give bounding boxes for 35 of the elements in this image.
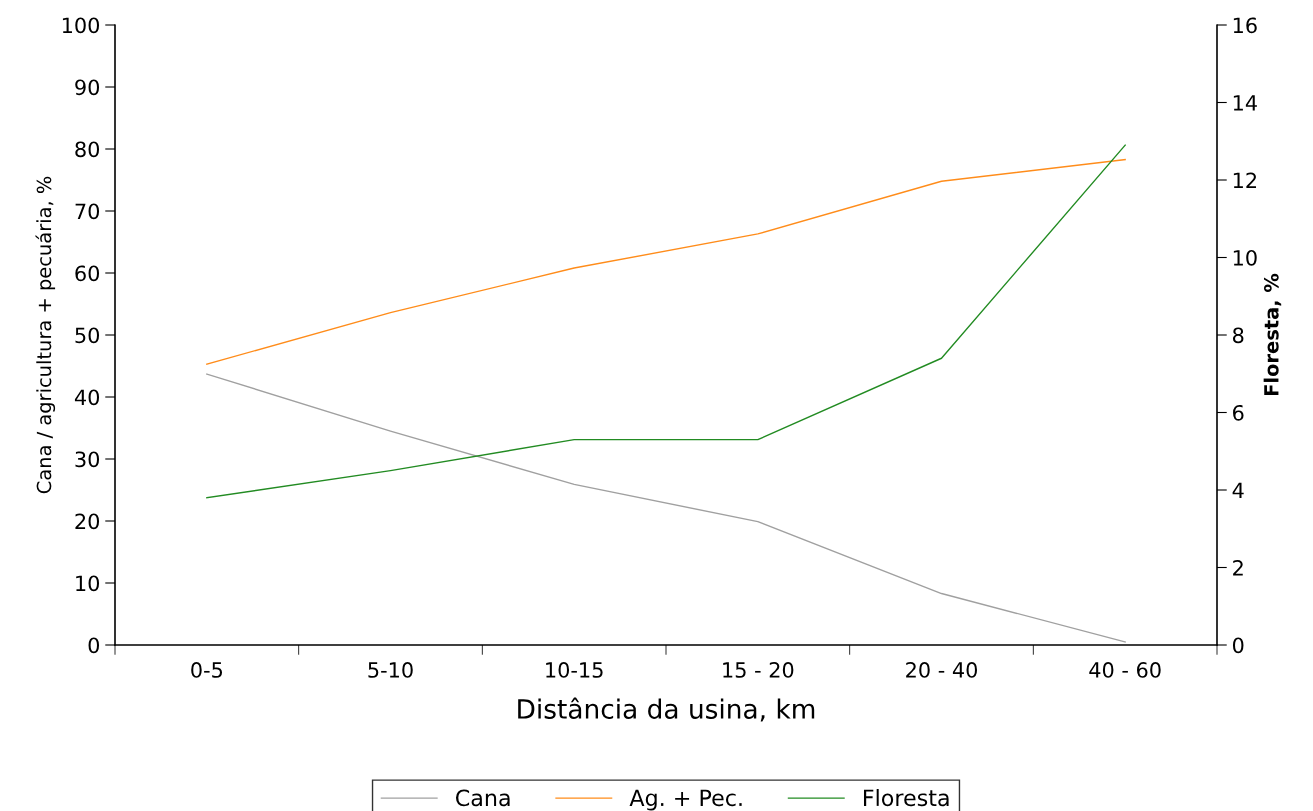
legend-label: Floresta [863, 789, 949, 807]
y-tick-label: 80 [75, 141, 100, 158]
x-tick-label: 0-5 [191, 662, 223, 678]
x-tick-label: 40 - 60 [1089, 662, 1161, 678]
line-series [206, 158, 1126, 365]
x-axis-title: Distância da usina, km [518, 697, 815, 722]
y2-tick-label: 2 [1233, 559, 1243, 576]
legend-label: Cana [456, 789, 510, 807]
y-tick-label: 50 [75, 327, 100, 344]
y-tick-label: 10 [76, 575, 100, 592]
x-tick-label: 5-10 [368, 662, 413, 678]
y2-tick-label: 16 [1233, 17, 1257, 34]
y2-tick-label: 6 [1233, 404, 1244, 421]
y-tick-label: 100 [62, 17, 100, 34]
line-series [206, 144, 1126, 499]
y-axis-title: Cana / agricultura + pecuária, % [35, 176, 56, 494]
y-tick-label: 90 [75, 79, 100, 96]
y-tick-label: 60 [75, 265, 100, 282]
y2-tick-label: 0 [1232, 637, 1244, 654]
line-series [206, 373, 1126, 643]
y-tick-label: 70 [75, 203, 100, 220]
y2-tick-label: 8 [1233, 327, 1244, 344]
y2-tick-label: 10 [1233, 249, 1257, 266]
y2-tick-label: 14 [1233, 95, 1257, 111]
x-tick-label: 20 - 40 [906, 662, 978, 678]
x-tick-label: 15 - 20 [723, 662, 794, 678]
y-tick-label: 30 [75, 451, 100, 468]
y-tick-label: 20 [75, 513, 100, 530]
y2-tick-label: 12 [1233, 172, 1257, 188]
y2-axis-title: Floresta, % [1263, 273, 1282, 396]
y-tick-label: 0 [88, 637, 100, 654]
legend-label: Ag. + Pec. [629, 789, 742, 811]
y-tick-label: 40 [74, 389, 100, 406]
x-tick-label: 10-15 [546, 662, 603, 678]
y2-tick-label: 4 [1232, 482, 1244, 498]
